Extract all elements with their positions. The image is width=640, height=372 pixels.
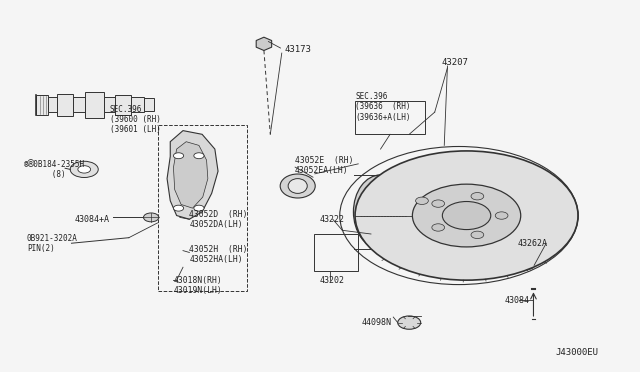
Bar bbox=[36, 94, 48, 115]
Circle shape bbox=[194, 205, 204, 211]
Text: 43222: 43222 bbox=[320, 215, 345, 224]
Text: 43018N(RH)
43019N(LH): 43018N(RH) 43019N(LH) bbox=[173, 276, 222, 295]
Polygon shape bbox=[167, 131, 218, 219]
Ellipse shape bbox=[288, 179, 307, 193]
Circle shape bbox=[394, 209, 403, 214]
Circle shape bbox=[495, 212, 508, 219]
Circle shape bbox=[194, 153, 204, 159]
Ellipse shape bbox=[363, 184, 398, 240]
Circle shape bbox=[442, 202, 491, 230]
Bar bbox=[104, 97, 115, 112]
Circle shape bbox=[173, 205, 184, 211]
Circle shape bbox=[432, 224, 445, 231]
Circle shape bbox=[355, 151, 578, 280]
Circle shape bbox=[471, 231, 484, 238]
Text: 43084: 43084 bbox=[505, 296, 530, 305]
Bar bbox=[48, 97, 58, 112]
Bar bbox=[355, 101, 425, 134]
Text: 43052D  (RH)
43052DA(LH): 43052D (RH) 43052DA(LH) bbox=[189, 209, 248, 229]
Circle shape bbox=[78, 166, 91, 173]
Circle shape bbox=[381, 186, 390, 192]
Bar bbox=[85, 92, 104, 118]
Text: 43084+A: 43084+A bbox=[75, 215, 109, 224]
Circle shape bbox=[143, 213, 159, 222]
Text: SEC.396
(39636  (RH)
(39636+A(LH): SEC.396 (39636 (RH) (39636+A(LH) bbox=[355, 92, 410, 122]
Ellipse shape bbox=[523, 263, 531, 268]
Text: SEC.396
(39600 (RH)
(39601 (LH): SEC.396 (39600 (RH) (39601 (LH) bbox=[109, 105, 161, 134]
Bar bbox=[144, 98, 154, 111]
Ellipse shape bbox=[372, 198, 390, 226]
Text: ®: ® bbox=[26, 160, 36, 170]
Bar bbox=[314, 234, 358, 271]
Circle shape bbox=[173, 153, 184, 159]
Text: 43052H  (RH)
43052HA(LH): 43052H (RH) 43052HA(LH) bbox=[189, 245, 248, 264]
Bar bbox=[58, 94, 74, 116]
Text: ® 0B184-2355H
      (8): ® 0B184-2355H (8) bbox=[24, 160, 84, 179]
Text: 0B921-3202A
PIN(2): 0B921-3202A PIN(2) bbox=[27, 234, 77, 253]
Ellipse shape bbox=[520, 261, 534, 269]
Ellipse shape bbox=[280, 174, 316, 198]
Bar bbox=[157, 125, 246, 291]
Bar bbox=[115, 94, 131, 115]
Circle shape bbox=[415, 197, 428, 205]
Circle shape bbox=[432, 200, 445, 207]
Circle shape bbox=[471, 193, 484, 200]
Text: 44098N: 44098N bbox=[362, 318, 392, 327]
Circle shape bbox=[412, 184, 521, 247]
Polygon shape bbox=[173, 142, 208, 208]
Circle shape bbox=[381, 232, 390, 237]
Circle shape bbox=[362, 195, 371, 201]
Ellipse shape bbox=[353, 175, 408, 249]
Text: J43000EU: J43000EU bbox=[556, 348, 599, 357]
Bar bbox=[131, 97, 144, 112]
Text: 43173: 43173 bbox=[285, 45, 312, 54]
Text: 43262A: 43262A bbox=[518, 239, 548, 248]
Polygon shape bbox=[256, 37, 271, 51]
Circle shape bbox=[397, 316, 420, 329]
Circle shape bbox=[362, 223, 371, 228]
Circle shape bbox=[70, 161, 99, 177]
Text: 43207: 43207 bbox=[441, 58, 468, 67]
Text: 43202: 43202 bbox=[320, 276, 345, 285]
Text: 43052E  (RH)
43052EA(LH): 43052E (RH) 43052EA(LH) bbox=[294, 156, 353, 175]
Bar bbox=[74, 97, 85, 112]
